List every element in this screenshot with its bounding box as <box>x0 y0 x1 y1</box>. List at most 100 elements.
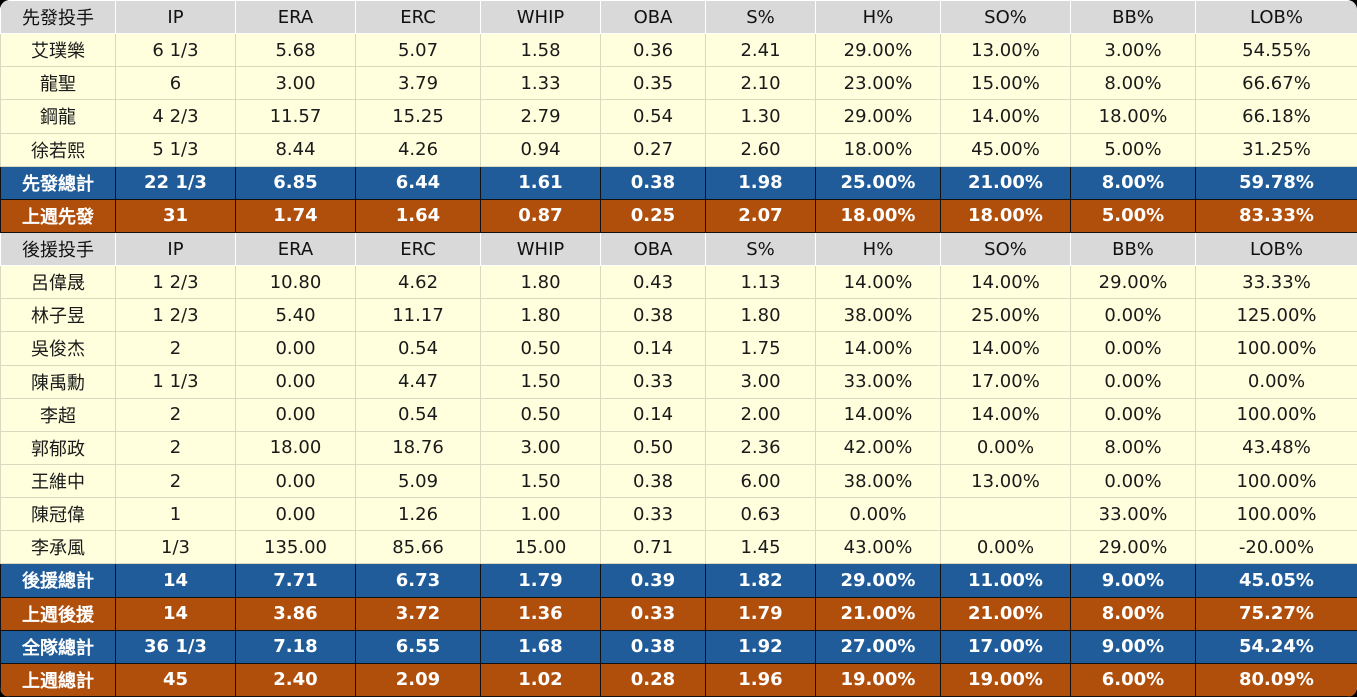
stat-cell: 1.74 <box>235 198 356 233</box>
stat-cell: 1 1/3 <box>115 364 236 399</box>
stat-cell: 15.00% <box>940 66 1071 101</box>
stat-cell: 5.68 <box>235 33 356 68</box>
stat-cell: 1.79 <box>705 596 816 631</box>
stat-cell: 2.09 <box>355 662 481 697</box>
stat-cell: 0.27 <box>600 132 706 167</box>
stat-cell: 11.57 <box>235 99 356 134</box>
stat-cell: 0.36 <box>600 33 706 68</box>
stat-cell: 100.00% <box>1195 463 1357 499</box>
stat-cell: 80.09% <box>1195 662 1357 697</box>
stat-cell: 45 <box>115 662 236 697</box>
column-header-cell: WHIP <box>480 231 601 267</box>
stat-cell: 1.50 <box>480 463 601 499</box>
stat-cell: 0.33 <box>600 497 706 532</box>
stat-cell: 1 2/3 <box>115 298 236 333</box>
column-header-row: 後援投手 IP ERA ERC WHIP OBA S% H% SO% BB% LOB% <box>0 231 1357 267</box>
stat-cell: 8.00% <box>1070 165 1196 200</box>
row-label-cell: 上週後援 <box>0 596 116 631</box>
row-label-cell: 郭郁政 <box>0 430 116 465</box>
stat-cell: 29.00% <box>815 563 941 598</box>
subtotal-row: 先發總計 22 1/3 6.85 6.44 1.61 0.38 1.98 25.00% 21.0… <box>0 165 1357 200</box>
column-header-cell: IP <box>115 0 236 35</box>
stat-cell: 6.73 <box>355 563 481 598</box>
column-header-cell: 先發投手 <box>0 0 116 35</box>
stat-cell: 6.00 <box>705 463 816 499</box>
stat-cell: 0.00 <box>235 331 356 366</box>
stat-cell: 135.00 <box>235 530 356 565</box>
stat-cell: 5.00% <box>1070 198 1196 233</box>
row-label-cell: 徐若熙 <box>0 132 116 167</box>
stat-cell: 0.94 <box>480 132 601 167</box>
stat-cell: 10.80 <box>235 265 356 300</box>
stat-cell: 3.72 <box>355 596 481 631</box>
stat-cell: 6 <box>115 66 236 101</box>
stat-cell: 3.00 <box>705 364 816 399</box>
stat-cell: 17.00% <box>940 629 1071 664</box>
stat-cell: 0.00 <box>235 397 356 432</box>
column-header-cell: BB% <box>1070 231 1196 267</box>
pitcher-row: 鋼龍 4 2/3 11.57 15.25 2.79 0.54 1.30 29.00% 14.00… <box>0 99 1357 134</box>
stat-cell: 3.00 <box>480 430 601 465</box>
stat-cell: 29.00% <box>815 33 941 68</box>
stat-cell: 1.80 <box>705 298 816 333</box>
stat-cell: 1.75 <box>705 331 816 366</box>
stat-cell: 2.07 <box>705 198 816 233</box>
stat-cell: 0.50 <box>480 397 601 432</box>
pitcher-row: 呂偉晟 1 2/3 10.80 4.62 1.80 0.43 1.13 14.00% 14.00… <box>0 265 1357 300</box>
stat-cell: 11.17 <box>355 298 481 333</box>
stat-cell: 0.00% <box>940 430 1071 465</box>
stat-cell: 1.00 <box>480 497 601 532</box>
row-label-cell: 艾璞樂 <box>0 33 116 68</box>
pitcher-row: 艾璞樂 6 1/3 5.68 5.07 1.58 0.36 2.41 29.00% 13.00%… <box>0 33 1357 68</box>
stat-cell: 5 1/3 <box>115 132 236 167</box>
stat-cell: 1.33 <box>480 66 601 101</box>
pitcher-row: 王維中 2 0.00 5.09 1.50 0.38 6.00 38.00% 13.00% 0.00… <box>0 463 1357 499</box>
stat-cell: 0.00% <box>1070 331 1196 366</box>
stat-cell: 0.00% <box>815 497 941 532</box>
stat-cell: 54.24% <box>1195 629 1357 664</box>
column-header-cell: SO% <box>940 231 1071 267</box>
stat-cell: 1.92 <box>705 629 816 664</box>
stat-cell: 125.00% <box>1195 298 1357 333</box>
row-label-cell: 龍聖 <box>0 66 116 101</box>
stat-cell: 36 1/3 <box>115 629 236 664</box>
stat-cell: 29.00% <box>1070 530 1196 565</box>
column-header-cell: ERC <box>355 231 481 267</box>
stat-cell: 6 1/3 <box>115 33 236 68</box>
stat-cell: 83.33% <box>1195 198 1357 233</box>
column-header-cell: 後援投手 <box>0 231 116 267</box>
column-header-cell: SO% <box>940 0 1071 35</box>
stat-cell: 0.33 <box>600 364 706 399</box>
stat-cell: 0.35 <box>600 66 706 101</box>
stat-cell: 18.00% <box>940 198 1071 233</box>
stat-cell: 0.00% <box>940 530 1071 565</box>
column-header-cell: ERA <box>235 231 356 267</box>
stat-cell: 4.62 <box>355 265 481 300</box>
stat-cell: 0.54 <box>355 331 481 366</box>
stat-cell: 3.00% <box>1070 33 1196 68</box>
stat-cell: 2.79 <box>480 99 601 134</box>
stat-cell: 0.39 <box>600 563 706 598</box>
stat-cell: 14.00% <box>940 99 1071 134</box>
stat-cell: 1.02 <box>480 662 601 697</box>
stat-cell: 7.71 <box>235 563 356 598</box>
stat-cell: 1 2/3 <box>115 265 236 300</box>
stat-cell: 14.00% <box>940 265 1071 300</box>
column-header-cell: H% <box>815 0 941 35</box>
stat-cell: 14.00% <box>815 331 941 366</box>
stat-cell: 23.00% <box>815 66 941 101</box>
stat-cell: 43.00% <box>815 530 941 565</box>
stat-cell: 1.30 <box>705 99 816 134</box>
stat-cell: 0.00% <box>1070 364 1196 399</box>
stat-cell: 6.55 <box>355 629 481 664</box>
lastweek-row: 上週後援 14 3.86 3.72 1.36 0.33 1.79 21.00% 21.00% 8.… <box>0 596 1357 631</box>
stat-cell: 5.40 <box>235 298 356 333</box>
column-header-cell: LOB% <box>1195 0 1357 35</box>
lastweek-row: 上週先發 31 1.74 1.64 0.87 0.25 2.07 18.00% 18.00% 5.… <box>0 198 1357 233</box>
stat-cell: 2.36 <box>705 430 816 465</box>
row-label-cell: 陳禹勳 <box>0 364 116 399</box>
stat-cell: 2 <box>115 397 236 432</box>
stat-cell: 54.55% <box>1195 33 1357 68</box>
stat-cell: 15.00 <box>480 530 601 565</box>
